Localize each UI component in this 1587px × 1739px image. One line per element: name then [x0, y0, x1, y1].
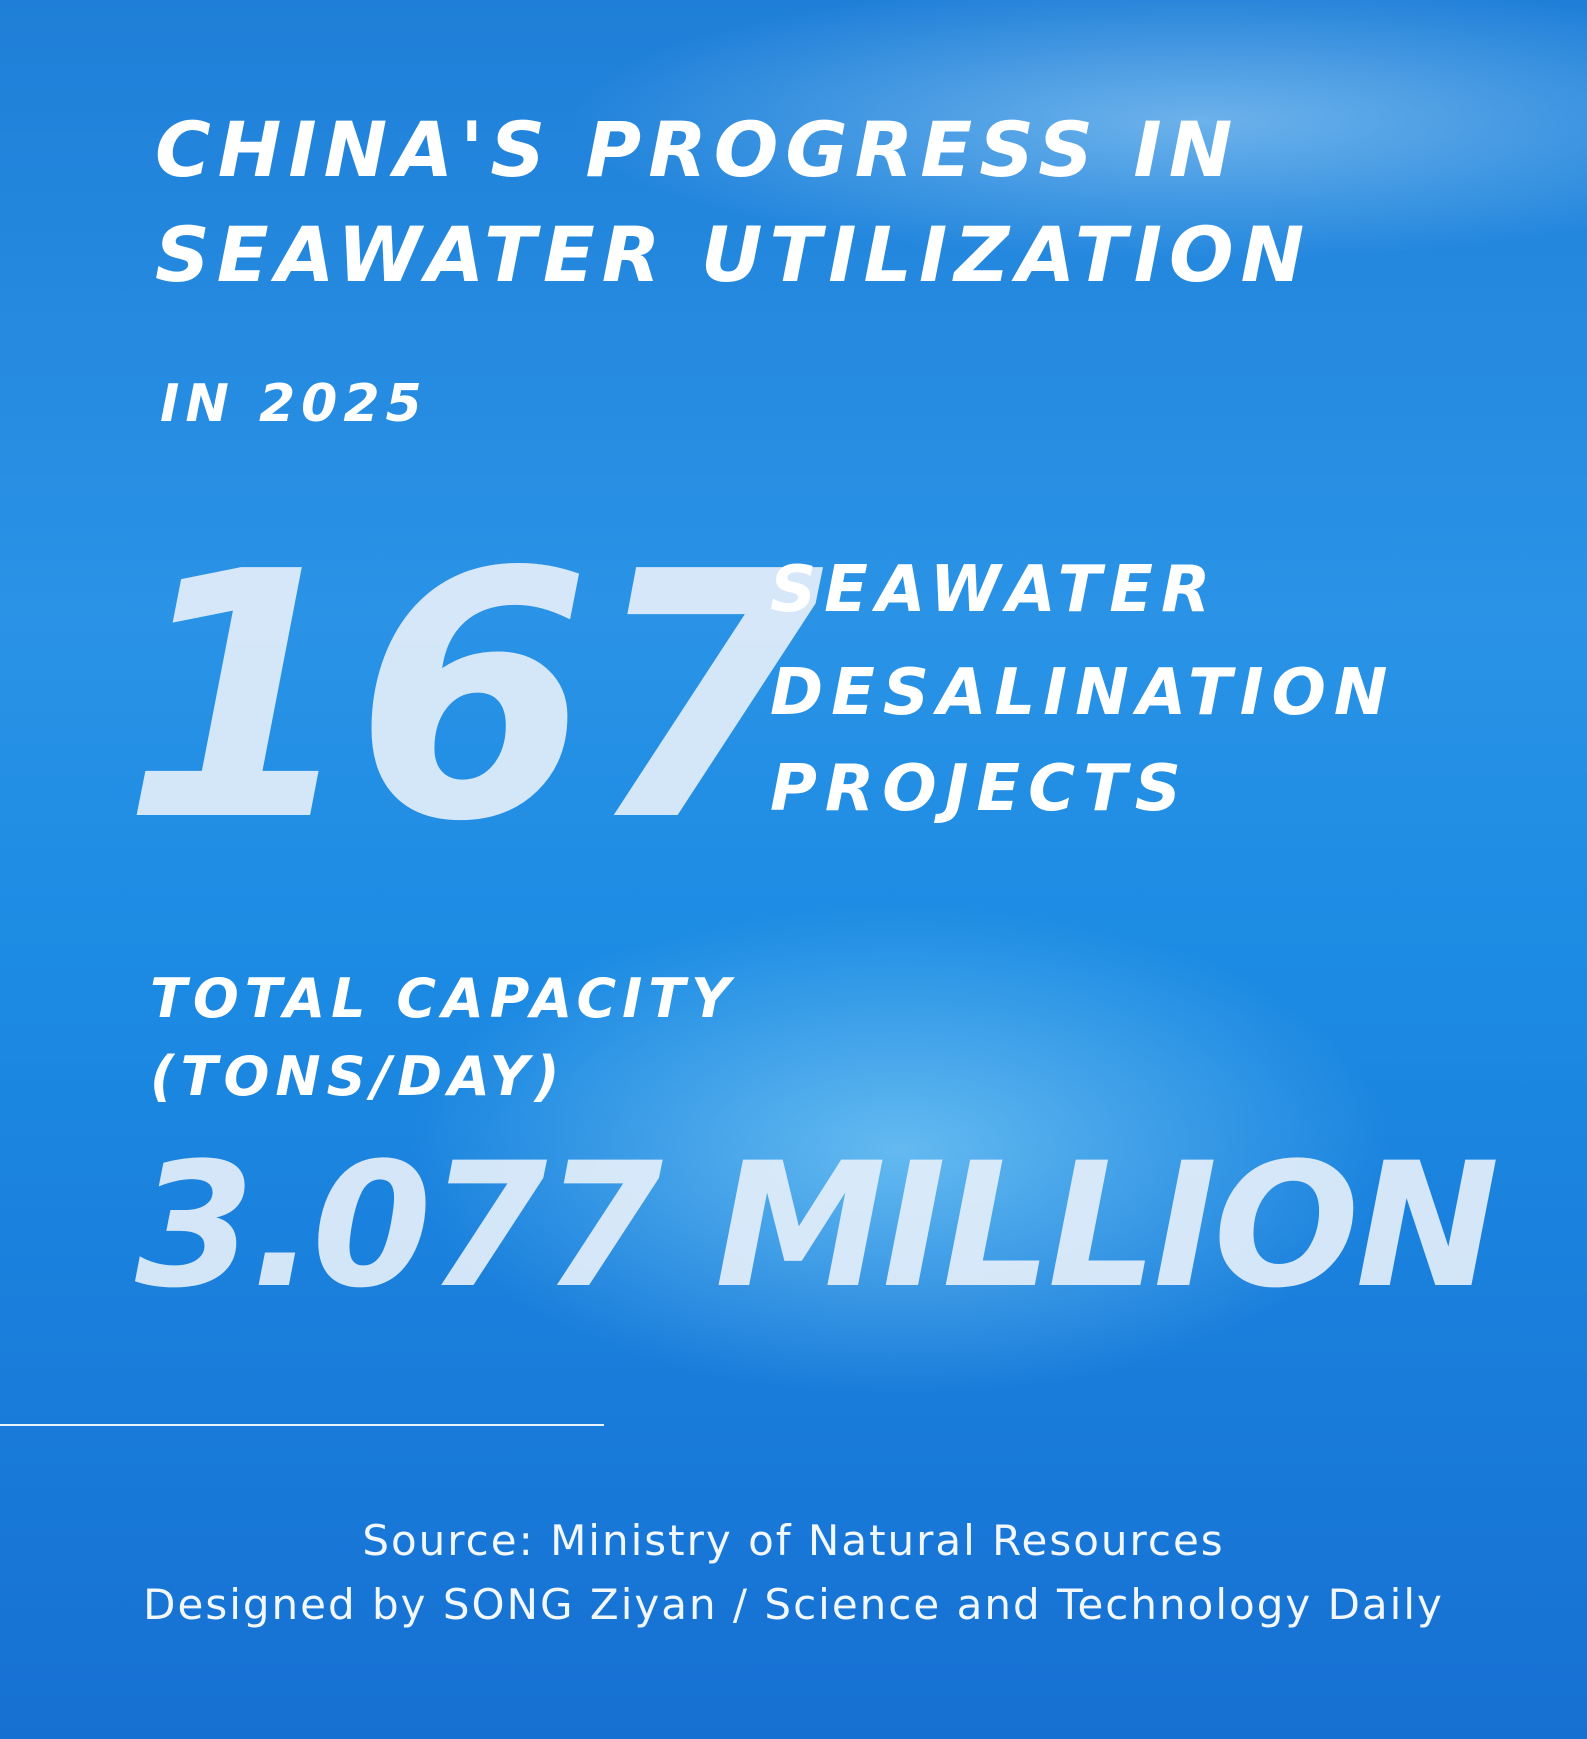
projects-number: 167	[122, 500, 824, 896]
projects-label: DESALINATION	[770, 656, 1396, 730]
divider	[0, 1424, 604, 1426]
capacity-label: (TONS/DAY)	[150, 1045, 566, 1108]
credit: Designed by SONG Ziyan / Science and Tec…	[143, 1580, 1444, 1629]
projects-label: PROJECTS	[770, 752, 1189, 826]
title-line: SEAWATER UTILIZATION	[155, 210, 1312, 299]
year: IN 2025	[160, 374, 428, 434]
projects-label: SEAWATER	[770, 553, 1219, 627]
capacity-label: TOTAL CAPACITY	[150, 967, 737, 1030]
title-line: CHINA'S PROGRESS IN	[155, 105, 1240, 194]
capacity-number: 3.077 MILLION	[135, 1125, 1499, 1326]
source: Source: Ministry of Natural Resources	[362, 1516, 1225, 1565]
